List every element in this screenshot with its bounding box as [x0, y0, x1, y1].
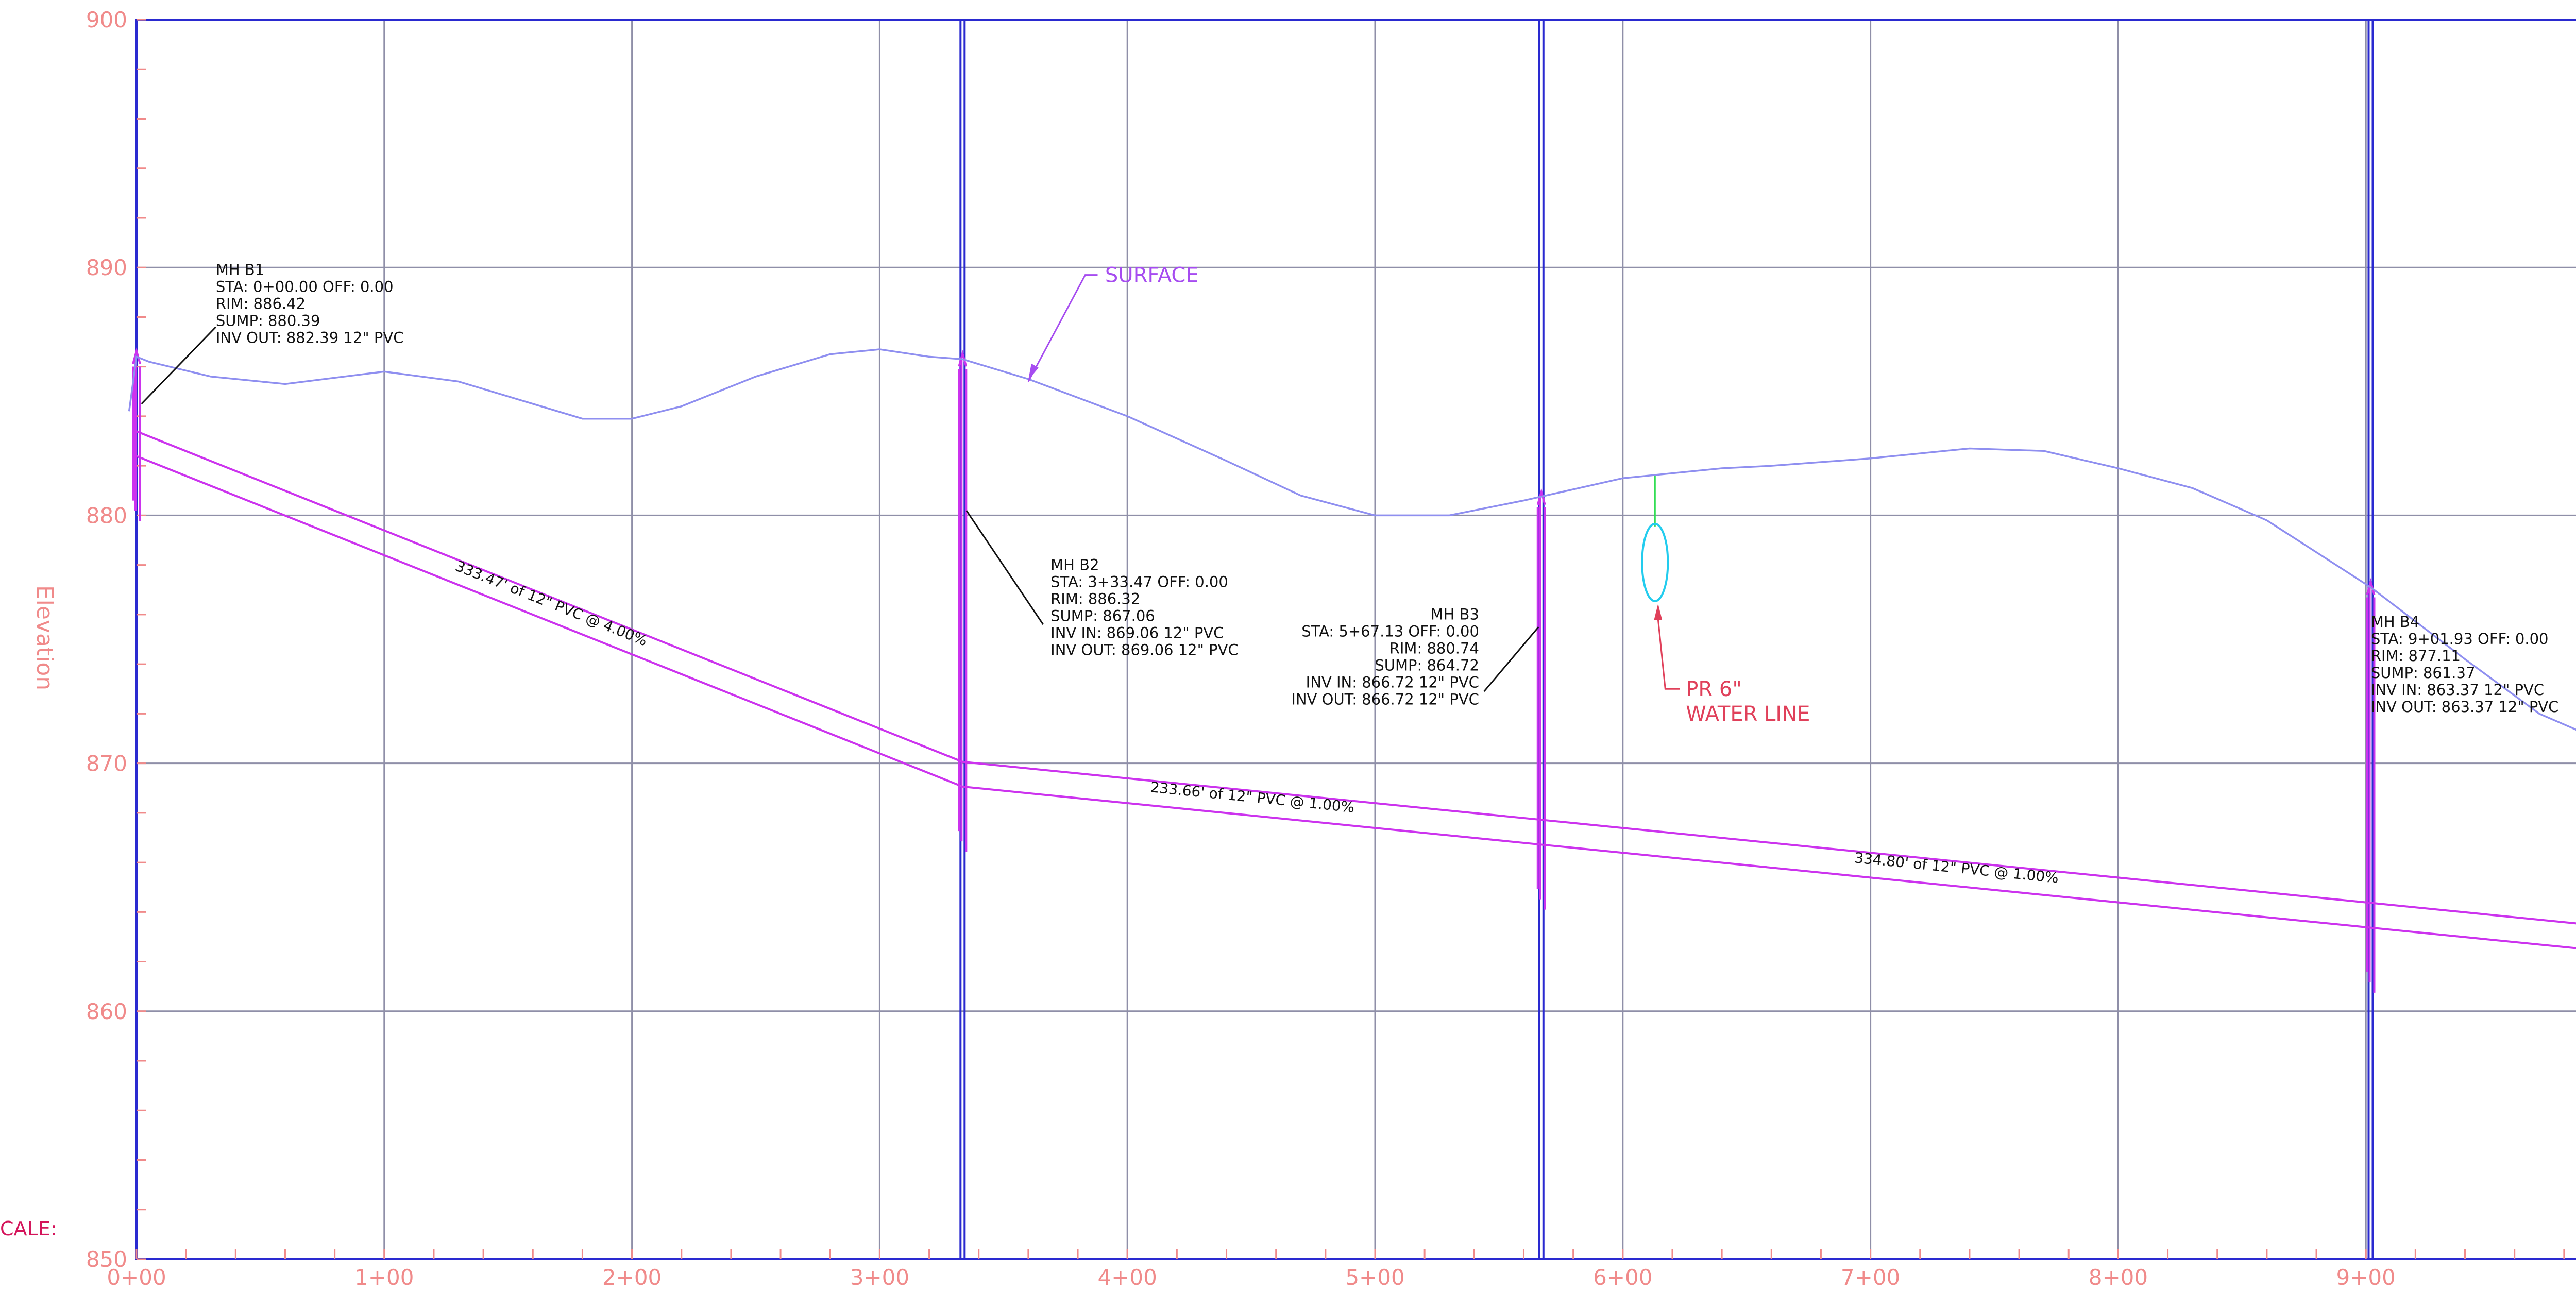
y-tick-label-left: 850 — [86, 1247, 127, 1272]
water-line-label: PR 6" — [1686, 677, 1741, 701]
structure-note-line: SUMP: 864.72 — [1375, 657, 1479, 674]
pipe-crown-line — [136, 430, 963, 763]
structure-note-line: INV OUT: 866.72 12" PVC — [1291, 691, 1479, 708]
x-tick-label: 6+00 — [1593, 1265, 1652, 1290]
structure-note-line: INV OUT: 863.37 12" PVC — [2371, 698, 2559, 716]
structure-note-line: INV OUT: 869.06 12" PVC — [1050, 641, 1239, 658]
structure-note-line: INV IN: 863.37 12" PVC — [2371, 681, 2544, 699]
y-tick-label-left: 900 — [86, 7, 127, 32]
structure-note-line: SUMP: 861.37 — [2371, 664, 2476, 682]
water-line-leader — [1657, 619, 1680, 690]
scale-label: CALE: — [0, 1217, 57, 1240]
x-tick-label: 3+00 — [850, 1265, 909, 1290]
x-tick-label: 2+00 — [602, 1265, 662, 1290]
pipe-invert-line — [962, 785, 1541, 846]
y-tick-label-left: 870 — [86, 751, 127, 776]
structure-leader — [965, 510, 1044, 625]
pipe-crown-line — [1541, 819, 2371, 904]
structure-note-line: STA: 3+33.47 OFF: 0.00 — [1050, 573, 1228, 590]
structure-note-line: RIM: 886.42 — [216, 295, 306, 313]
structure-note-line: MH B2 — [1050, 556, 1099, 573]
pipe-crown-line — [962, 760, 1541, 821]
structure-note-line: SUMP: 867.06 — [1050, 607, 1155, 624]
structure-note-line: RIM: 877.11 — [2371, 647, 2461, 665]
water-line-label: WATER LINE — [1686, 702, 1810, 726]
manhole-structures — [132, 20, 2376, 1259]
structure-note-line: RIM: 886.32 — [1050, 590, 1140, 607]
structure-note-line: MH B3 — [1431, 606, 1479, 623]
structure-note-line: STA: 9+01.93 OFF: 0.00 — [2371, 630, 2549, 648]
pipe-invert-line — [2370, 926, 2576, 949]
x-tick-label: 7+00 — [1841, 1265, 1900, 1290]
x-tick-label: 5+00 — [1345, 1265, 1404, 1290]
structure-note-line: STA: 0+00.00 OFF: 0.00 — [216, 278, 394, 296]
x-tick-label: 0+00 — [107, 1265, 166, 1290]
structure-note-line: MH B1 — [216, 261, 264, 279]
structure-note-line: INV IN: 869.06 12" PVC — [1050, 624, 1224, 641]
structure-note-line: SUMP: 880.39 — [216, 312, 320, 330]
surface-line — [128, 348, 2576, 731]
structure-note-line: RIM: 880.74 — [1389, 640, 1479, 657]
y-tick-label-left: 880 — [86, 503, 127, 528]
surface-leader — [1027, 274, 1098, 382]
x-tick-label: 4+00 — [1098, 1265, 1157, 1290]
y-axis-label: Elevation — [31, 585, 58, 690]
y-tick-label-left: 890 — [86, 255, 127, 280]
water-line-pipe — [1641, 522, 1669, 602]
surface-leader-arrow — [1028, 363, 1039, 380]
structure-leader — [141, 326, 216, 404]
surface-profile — [128, 348, 2576, 731]
pipe-crown-line — [2370, 902, 2576, 925]
pipe-invert-line — [136, 455, 963, 788]
pipe-runs — [136, 430, 2576, 949]
manhole-structure — [958, 349, 968, 852]
manhole-structure — [132, 347, 141, 521]
x-tick-label: 8+00 — [2089, 1265, 2148, 1290]
x-tick-label: 9+00 — [2336, 1265, 2396, 1290]
structure-note-line: INV IN: 866.72 12" PVC — [1306, 674, 1479, 691]
pipe-invert-line — [1541, 843, 2371, 929]
water-line-crossing: PR 6"WATER LINE — [1641, 476, 1810, 726]
x-tick-label: 1+00 — [354, 1265, 414, 1290]
structure-leader — [1483, 626, 1539, 692]
manhole-structure — [2366, 578, 2376, 993]
y-tick-label-left: 860 — [86, 999, 127, 1024]
surface-label: SURFACE — [1105, 264, 1199, 287]
structure-note-line: INV OUT: 882.39 12" PVC — [216, 329, 404, 347]
structure-note-line: STA: 5+67.13 OFF: 0.00 — [1301, 623, 1479, 640]
structure-note-line: MH B4 — [2371, 613, 2419, 631]
manhole-structure — [1536, 488, 1546, 910]
water-line-leader-arrow — [1654, 603, 1663, 620]
